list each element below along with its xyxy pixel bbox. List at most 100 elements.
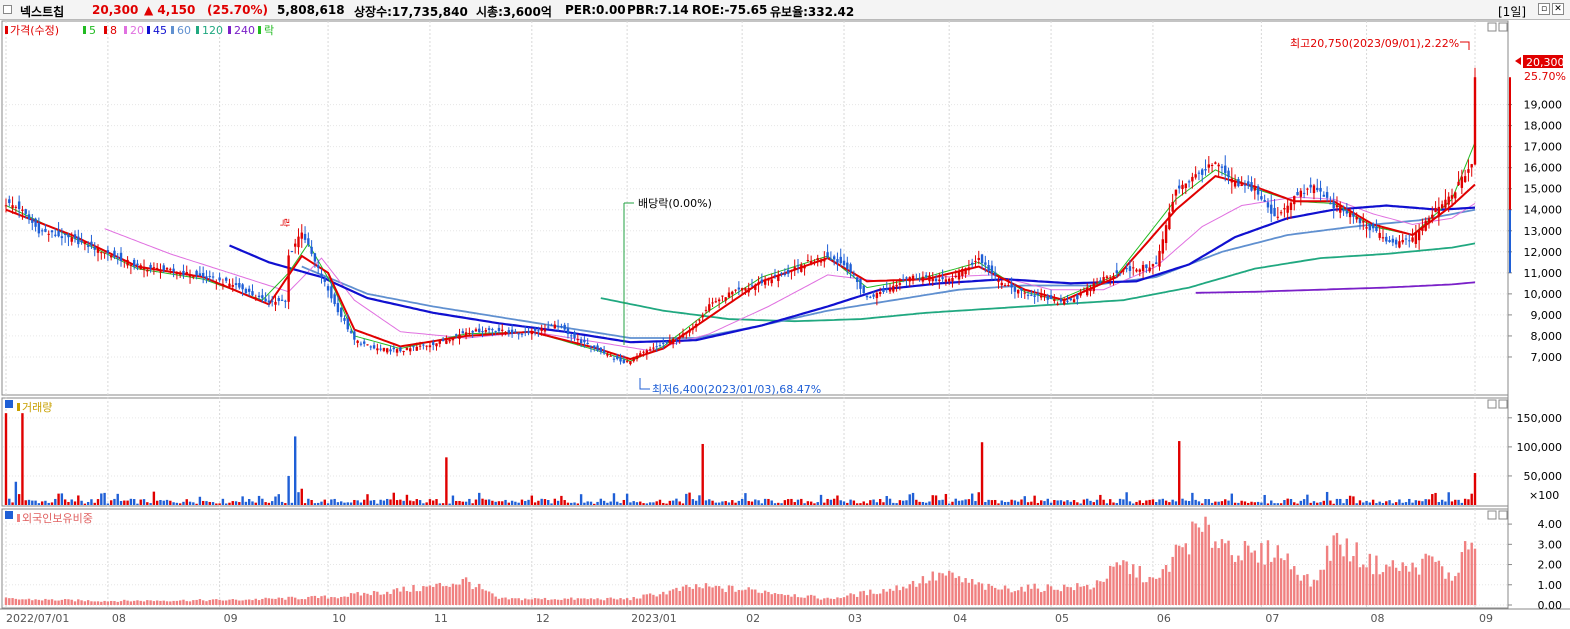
candle-body	[392, 347, 395, 350]
candle-body	[760, 279, 764, 284]
foreign-bar	[1434, 561, 1437, 605]
candles	[4, 67, 1477, 366]
candle-body	[1279, 212, 1283, 214]
foreign-bar	[625, 598, 629, 605]
volume-bar	[809, 501, 813, 505]
foreign-bar	[809, 594, 813, 605]
candle-body	[182, 270, 185, 276]
candle-body	[267, 300, 271, 303]
volume-bar	[1385, 501, 1388, 505]
volume-bar	[425, 502, 428, 505]
candle-body	[1174, 189, 1178, 196]
foreign-bar	[885, 591, 888, 605]
candle-body	[136, 263, 139, 266]
volume-bar	[93, 502, 96, 505]
legend-ma5: 5	[89, 24, 96, 37]
foreign-bar	[662, 591, 665, 605]
volume-bar	[685, 493, 688, 505]
volume-bar	[1076, 502, 1079, 505]
foreign-bar	[1059, 591, 1063, 605]
candle-body	[1447, 196, 1450, 205]
foreign-bar	[458, 584, 461, 605]
foreign-bar	[678, 590, 681, 605]
volume-bar	[609, 501, 612, 505]
foreign-bar	[740, 590, 744, 605]
foreign-bar	[967, 582, 971, 605]
foreign-bar	[1187, 554, 1191, 605]
checkbox[interactable]	[3, 5, 12, 14]
price-range-bar	[1509, 209, 1511, 273]
volume-bar	[754, 499, 757, 505]
volume-bar	[1201, 503, 1204, 505]
candle-body	[602, 350, 606, 354]
foreign-bar	[770, 594, 773, 605]
foreign-bar	[494, 596, 497, 605]
period-selector[interactable]: [1일]	[1498, 5, 1527, 19]
candle-body	[754, 284, 757, 290]
volume-bar	[777, 502, 780, 505]
foreign-bar	[892, 590, 895, 605]
candle-body	[665, 341, 668, 343]
foreign-bar	[1092, 587, 1095, 605]
volume-bar	[1125, 492, 1128, 505]
candle-body	[974, 260, 977, 262]
foreign-bar	[533, 598, 537, 605]
volume-bar	[290, 502, 294, 505]
volume-bar	[1339, 498, 1342, 505]
foreign-bar	[1237, 555, 1240, 605]
minimize-icon[interactable]: ▫	[1538, 3, 1550, 15]
candle-body	[1470, 164, 1473, 168]
stock-chart: 19,000 18,000 17,000 16,000 15,000 14,000 13,0…	[0, 20, 1570, 625]
candle-body	[37, 223, 41, 234]
volume-bar	[553, 498, 557, 505]
candle-body	[632, 357, 635, 362]
candle-body	[1016, 289, 1020, 294]
volume-bar	[1148, 499, 1151, 505]
candle-body	[468, 332, 471, 335]
volume-bar	[1184, 500, 1188, 505]
candle-body	[1247, 181, 1250, 186]
volume-bar	[724, 501, 727, 505]
foreign-bar	[698, 587, 701, 605]
volume-bar	[100, 493, 103, 505]
volume-bar	[1312, 501, 1316, 505]
ma240-line	[1195, 281, 1476, 294]
volume-bar	[448, 503, 451, 505]
panel-buttons[interactable]	[1487, 22, 1508, 520]
volume-bar	[938, 500, 941, 505]
foreign-bar	[208, 599, 211, 605]
volume-bar	[783, 500, 787, 505]
foreign-bar	[961, 582, 964, 605]
foreign-bar	[990, 585, 994, 605]
foreign-bar	[606, 597, 609, 605]
close-icon[interactable]: ✕	[1552, 3, 1564, 15]
candle-body	[1365, 227, 1368, 229]
candle-body	[277, 298, 280, 301]
x-tick-label: 02	[746, 612, 760, 625]
foreign-bar	[162, 600, 165, 605]
volume-bar	[218, 503, 221, 505]
foreign-bar	[1194, 523, 1197, 605]
candle-body	[1122, 270, 1125, 272]
volume-bar	[11, 502, 14, 505]
candle-body	[691, 328, 695, 330]
candle-body	[524, 331, 527, 333]
candle-body	[514, 331, 517, 333]
candle-body	[1437, 206, 1441, 217]
foreign-bar	[409, 591, 412, 605]
candle-body	[895, 284, 898, 287]
foreign-bar	[386, 591, 389, 605]
volume-bar	[415, 499, 418, 505]
foreign-bar	[185, 601, 188, 605]
candle-body	[800, 264, 803, 272]
volume-bar	[1072, 500, 1076, 505]
candle-body	[290, 250, 294, 252]
candle-body	[616, 356, 619, 359]
candle-body	[21, 209, 24, 211]
volume-bar	[1112, 502, 1115, 505]
candle-body	[865, 295, 869, 298]
foreign-bar	[313, 595, 317, 605]
foreign-bar	[908, 584, 911, 605]
volume-bar	[678, 501, 681, 505]
volume-bar	[662, 502, 665, 505]
